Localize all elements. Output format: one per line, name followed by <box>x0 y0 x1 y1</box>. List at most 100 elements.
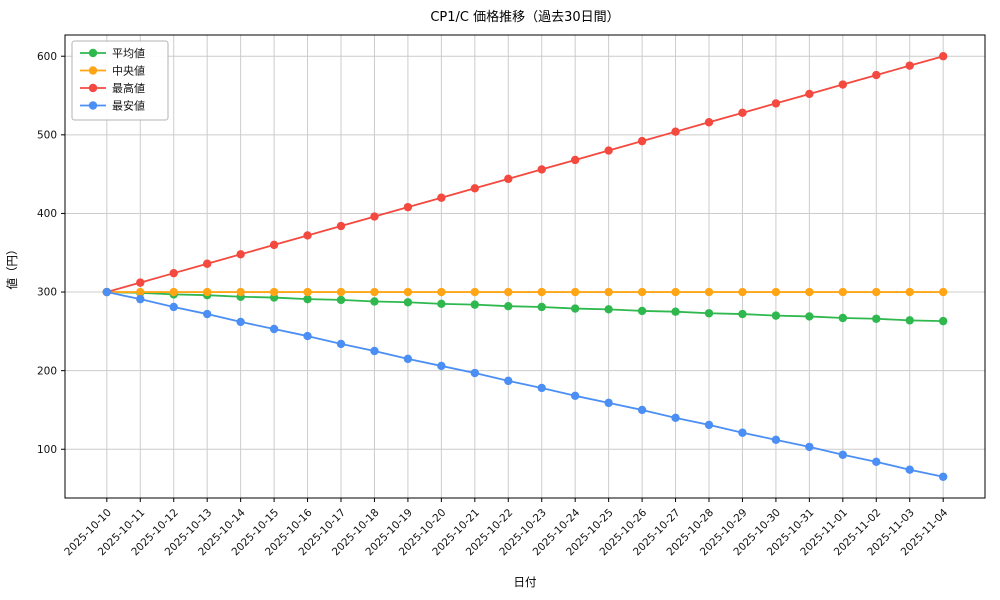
legend-box <box>71 40 169 121</box>
data-point <box>805 442 814 452</box>
y-axis: 100 200 300 400 500 600 <box>37 51 65 456</box>
y-axis-title: 値（円） <box>5 244 19 290</box>
data-point <box>604 398 613 408</box>
data-point <box>738 309 747 319</box>
data-point <box>771 311 781 320</box>
data-point <box>470 368 480 378</box>
data-point <box>671 287 680 297</box>
axes-border <box>64 34 986 499</box>
series-max-line <box>106 55 944 293</box>
data-point <box>437 193 446 202</box>
data-point <box>403 298 413 307</box>
data-point <box>938 52 948 61</box>
data-point <box>470 287 480 297</box>
data-point <box>872 70 881 80</box>
data-point <box>938 316 948 326</box>
data-point <box>738 108 747 118</box>
legend-label: 最安値 <box>112 98 145 112</box>
data-point <box>838 287 848 297</box>
data-point <box>570 287 580 297</box>
data-point <box>738 428 747 437</box>
data-point <box>604 287 613 297</box>
data-point <box>570 155 580 165</box>
data-point <box>872 457 881 467</box>
data-point <box>570 391 580 401</box>
data-point <box>604 305 613 314</box>
data-point <box>336 339 346 349</box>
data-point <box>269 240 279 250</box>
x-axis-title: 日付 <box>514 575 537 589</box>
data-point <box>905 316 914 325</box>
data-point <box>370 346 379 356</box>
data-point <box>504 376 513 386</box>
legend-item-median: 中央値 <box>80 64 145 77</box>
data-point <box>637 306 647 316</box>
legend-marker <box>88 101 98 110</box>
data-point <box>236 317 245 327</box>
data-point <box>604 146 613 155</box>
y-tick-label: 100 <box>37 444 57 456</box>
data-point <box>437 361 446 371</box>
y-tick-label: 400 <box>37 208 57 220</box>
data-point <box>336 221 346 231</box>
legend-item-min: 最安値 <box>80 98 145 112</box>
data-point <box>771 287 781 297</box>
y-tick-label: 300 <box>37 287 57 299</box>
data-point <box>504 287 513 297</box>
data-point <box>537 165 546 174</box>
data-point <box>370 297 379 306</box>
data-point <box>872 287 881 297</box>
data-point <box>537 383 546 393</box>
data-point <box>838 450 848 459</box>
data-point <box>771 435 781 445</box>
data-point <box>303 331 312 341</box>
data-point <box>169 268 178 278</box>
data-point <box>637 136 647 146</box>
y-tick-label: 600 <box>37 51 57 63</box>
data-point <box>537 287 546 297</box>
data-point <box>470 300 480 309</box>
y-tick-label: 200 <box>37 365 57 377</box>
data-point <box>905 465 914 474</box>
data-point <box>504 301 513 311</box>
data-point <box>136 287 145 297</box>
plot-area <box>65 35 985 498</box>
data-point <box>805 89 814 99</box>
data-point <box>303 287 312 297</box>
data-point <box>269 324 279 334</box>
data-point <box>771 99 781 108</box>
series-min-line <box>106 291 944 478</box>
data-point <box>704 287 714 297</box>
data-point <box>938 472 948 481</box>
legend-label: 最高値 <box>112 81 145 95</box>
grid <box>65 35 985 498</box>
data-point <box>938 287 948 297</box>
data-point <box>470 184 480 193</box>
data-point <box>169 287 178 297</box>
data-point <box>704 420 714 430</box>
data-point <box>370 287 379 297</box>
data-point <box>504 174 513 184</box>
data-point <box>905 287 914 297</box>
data-point <box>537 302 546 312</box>
data-point <box>637 287 647 297</box>
data-point <box>136 278 145 287</box>
legend-label: 中央値 <box>112 64 145 77</box>
data-point <box>838 80 848 89</box>
legend-item-max: 最高値 <box>80 81 145 95</box>
series-average-line <box>106 291 944 323</box>
series-max <box>102 52 948 297</box>
data-point <box>704 118 714 127</box>
data-point <box>838 313 848 323</box>
y-tick-label: 500 <box>37 129 57 141</box>
data-point <box>905 61 914 70</box>
data-point <box>102 287 112 297</box>
data-point <box>236 250 245 259</box>
data-point <box>236 287 245 297</box>
data-point <box>336 287 346 297</box>
data-point <box>303 231 312 240</box>
data-point <box>637 405 647 415</box>
